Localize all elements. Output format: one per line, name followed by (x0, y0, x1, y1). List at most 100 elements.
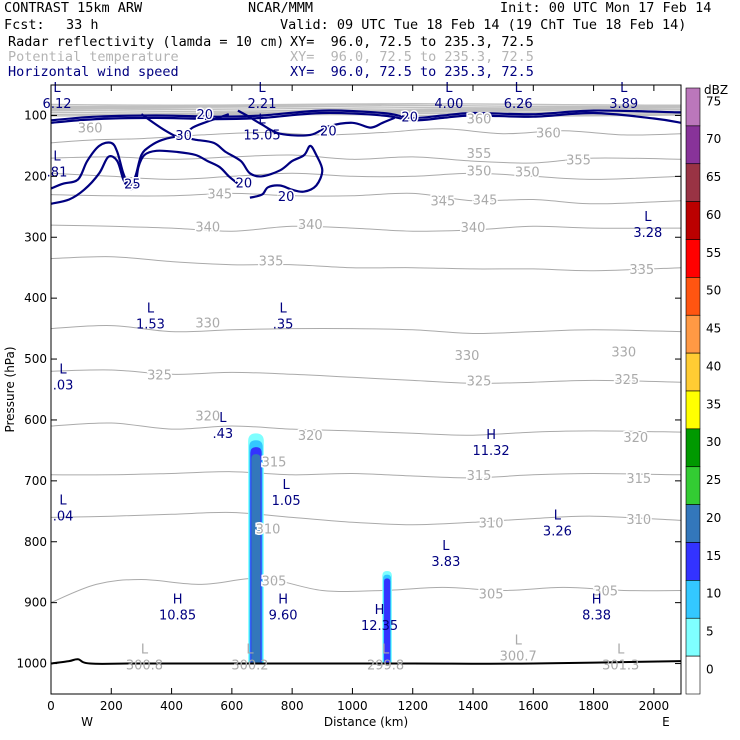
wind-contour-5 (51, 135, 324, 199)
x-tick-label: 200 (100, 699, 123, 713)
x-tick-label: 800 (281, 699, 304, 713)
extremum-low-marker: L (53, 149, 61, 164)
x-tick-label: 2000 (639, 699, 670, 713)
extremum-value: 6.12 (43, 97, 72, 112)
theta-label: 320 (195, 410, 220, 425)
y-tick-label: 1000 (16, 657, 47, 671)
reflectivity-secondary-column-15dbz (384, 578, 391, 664)
extremum-low-marker: L (59, 493, 67, 508)
colorbar-tick-label: 45 (706, 322, 721, 336)
extremum-low-marker: L (53, 81, 61, 96)
extremum-high-marker: H (173, 593, 183, 608)
x-axis-title: Distance (km) (324, 715, 408, 729)
extremum-value: .04 (53, 509, 74, 524)
theta-label: 305 (593, 584, 618, 599)
extremum-low-marker: L (515, 633, 523, 648)
extremum-value: 3.26 (543, 525, 572, 540)
theta-label: 335 (629, 263, 654, 278)
theta-label: 340 (195, 220, 220, 235)
field-xy-theta: XY= 96.0, 72.5 to 235.3, 72.5 (290, 49, 534, 65)
theta-contour-360 (51, 128, 681, 144)
extremum-low-marker: L (147, 302, 155, 317)
y-axis-title: Pressure (hPa) (3, 346, 17, 432)
extremum-low-marker: L (279, 302, 287, 317)
theta-label: 360 (536, 127, 561, 142)
extremum-low-marker: L (445, 81, 453, 96)
extremum-low-marker: L (442, 539, 450, 554)
colorbar-tick-label: 55 (706, 246, 721, 260)
theta-contour-335 (51, 256, 681, 272)
extremum-high-marker: H (375, 603, 385, 618)
colorbar-tick-label: 10 (706, 587, 721, 601)
forecast-hours: 33 h (66, 17, 99, 33)
colorbar-tick-label: 15 (706, 549, 721, 563)
x-tick-label: 1200 (397, 699, 428, 713)
theta-label: 345 (473, 193, 498, 208)
colorbar-tick-label: 70 (706, 132, 721, 146)
x-tick-label: 1400 (458, 699, 489, 713)
theta-stratosphere-line (51, 103, 681, 106)
colorbar-swatch-15 (685, 542, 701, 581)
theta-label: 310 (256, 522, 281, 537)
wind-label: 20 (236, 176, 253, 191)
field-xy-wind: XY= 96.0, 72.5 to 235.3, 72.5 (290, 64, 534, 80)
extremum-high-marker: H (278, 593, 288, 608)
colorbar-unit: dBZ (704, 83, 728, 97)
extremum-low-marker: L (515, 81, 523, 96)
wind-contour-3 (246, 114, 396, 137)
theta-label: 360 (78, 122, 103, 137)
colorbar-tick-label: 30 (706, 435, 721, 449)
extremum-value: 3.89 (609, 97, 638, 112)
extremum-value: .35 (273, 318, 294, 333)
extremum-value: 11.32 (472, 444, 509, 459)
wind-label: 20 (320, 125, 337, 140)
extremum-low-marker: L (246, 643, 254, 658)
field-name-theta: Potential temperature (8, 49, 179, 65)
reflectivity-main-convective-column-20dbz (251, 454, 261, 664)
wind-contour-0 (51, 109, 681, 122)
x-tick-label: 600 (220, 699, 243, 713)
theta-label: 315 (467, 469, 492, 484)
extremum-value: 1.53 (136, 318, 165, 333)
colorbar-swatch-30 (685, 428, 701, 468)
theta-label: 350 (515, 165, 540, 180)
colorbar-swatch-60 (685, 201, 701, 240)
theta-label: 340 (298, 218, 323, 233)
colorbar-swatch-45 (685, 314, 701, 354)
extremum-value: 300.8 (126, 659, 163, 674)
extremum-value: 300.2 (231, 659, 268, 674)
colorbar-swatch-70 (685, 125, 701, 165)
extremum-value: 15.05 (243, 129, 280, 144)
wind-contour-1 (51, 111, 681, 124)
theta-contour-315 (51, 471, 681, 479)
colorbar-tick-label: 35 (706, 397, 721, 411)
wind-label: 30 (175, 129, 192, 144)
theta-contour-310 (51, 511, 681, 526)
field-name-reflectivity: Radar reflectivity (lamda = 10 cm) (8, 34, 285, 50)
y-tick-label: 200 (24, 169, 47, 183)
extremum-value: 12.35 (361, 619, 398, 634)
field-xy-reflectivity: XY= 96.0, 72.5 to 235.3, 72.5 (290, 34, 534, 50)
colorbar-tick-label: 75 (706, 94, 721, 108)
theta-label: 325 (467, 374, 492, 389)
extremum-low-marker: L (141, 643, 149, 658)
wind-label: 20 (401, 111, 418, 126)
extremum-value: 4.00 (434, 97, 463, 112)
theta-contour-320 (51, 422, 681, 436)
extremum-low-marker: L (554, 509, 562, 524)
extremum-low-marker: L (258, 81, 266, 96)
theta-label: 345 (430, 195, 455, 210)
wind-label: 20 (196, 108, 213, 123)
theta-label: 335 (259, 254, 284, 269)
field-name-wind: Horizontal wind speed (8, 64, 179, 80)
model-title: CONTRAST 15km ARW (4, 0, 143, 16)
wind-label: 20 (278, 190, 295, 205)
theta-label: 355 (467, 147, 492, 162)
valid-time: Valid: 09 UTC Tue 18 Feb 14 (19 ChT Tue … (280, 17, 687, 33)
east-end-label: E (662, 715, 670, 729)
colorbar-swatch-25 (685, 466, 701, 505)
theta-label: 340 (461, 221, 486, 236)
theta-contour-355 (51, 154, 681, 164)
extremum-value: .43 (212, 427, 233, 442)
